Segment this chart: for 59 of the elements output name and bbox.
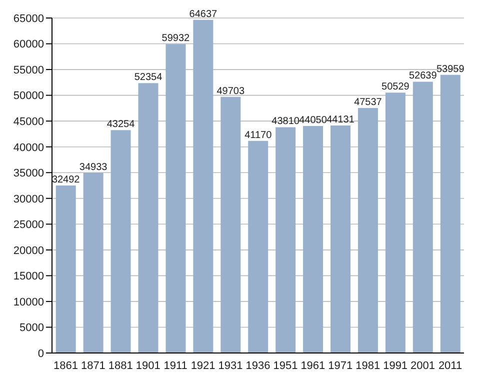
x-tick-label: 1971 (328, 360, 353, 372)
bar (83, 172, 104, 353)
x-tick-label: 1881 (108, 360, 133, 372)
bar (220, 96, 241, 353)
bar (138, 83, 158, 353)
y-tick-label: 10000 (13, 296, 44, 308)
bar (412, 82, 433, 353)
data-label: 50529 (382, 82, 410, 93)
y-tick-label: 55000 (13, 64, 44, 76)
bar (440, 74, 460, 353)
y-tick-label: 0 (38, 348, 44, 360)
bar (330, 126, 351, 353)
x-tick-label: 1991 (383, 360, 408, 372)
x-tick-label: 1951 (273, 360, 298, 372)
y-tick-label: 30000 (13, 193, 44, 206)
data-label: 49703 (216, 86, 245, 97)
x-tick-label: 1861 (53, 360, 78, 372)
y-tick-label: 40000 (13, 142, 44, 154)
bar (193, 20, 214, 353)
x-tick-label: 1871 (80, 360, 106, 372)
x-tick-label: 1911 (164, 360, 188, 372)
y-tick-label: 15000 (13, 270, 44, 283)
y-tick-label: 35000 (13, 168, 44, 180)
data-label: 32492 (52, 174, 80, 186)
bar (276, 127, 296, 353)
bar (385, 92, 406, 353)
y-tick-label: 50000 (13, 90, 44, 102)
x-tick-label: 1931 (218, 360, 243, 372)
data-label: 44050 (299, 114, 328, 126)
data-label: 43254 (106, 119, 136, 130)
data-label: 64637 (189, 8, 218, 20)
y-tick-label: 45000 (13, 116, 44, 128)
bar (358, 108, 378, 353)
data-label: 52639 (409, 70, 438, 82)
data-label: 43810 (272, 116, 300, 128)
data-label: 59932 (162, 33, 190, 44)
x-tick-label: 2001 (410, 360, 436, 372)
x-tick-label: 2011 (438, 360, 462, 372)
data-label: 44131 (326, 114, 355, 126)
data-label: 47537 (354, 97, 382, 108)
y-tick-label: 60000 (13, 38, 44, 51)
y-tick-label: 5000 (20, 322, 44, 334)
x-tick-label: 1921 (190, 360, 216, 372)
y-tick-label: 20000 (13, 244, 44, 257)
bar (248, 140, 268, 353)
y-tick-label: 65000 (13, 12, 44, 25)
bar (166, 44, 186, 353)
data-label: 52354 (134, 72, 163, 84)
y-tick-label: 25000 (13, 219, 44, 232)
bar (56, 186, 76, 353)
x-tick-label: 1961 (300, 360, 326, 372)
data-label: 41170 (244, 130, 272, 141)
x-tick-label: 1901 (136, 360, 160, 372)
x-tick-label: 1936 (246, 360, 270, 372)
bar (303, 126, 324, 353)
x-tick-label: 1981 (356, 360, 380, 372)
bar (110, 130, 131, 353)
data-label: 34933 (79, 162, 108, 173)
data-label: 53959 (436, 64, 465, 75)
